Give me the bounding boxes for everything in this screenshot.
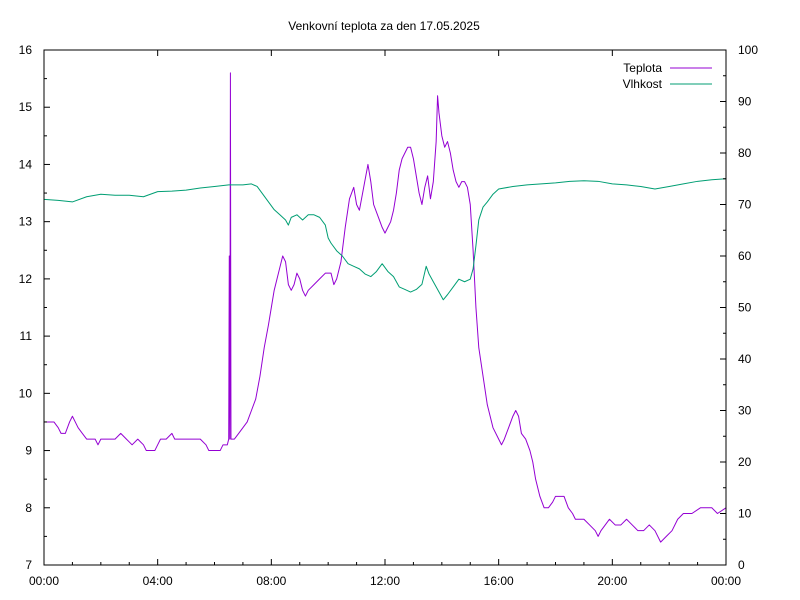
y-left-tick-label: 10 xyxy=(19,386,33,400)
x-tick-label: 00:00 xyxy=(29,574,59,588)
chart-title: Venkovní teplota za den 17.05.2025 xyxy=(288,19,480,33)
y-left-tick-label: 12 xyxy=(19,272,33,286)
y-right-tick-label: 0 xyxy=(738,558,745,572)
x-tick-label: 20:00 xyxy=(597,574,627,588)
x-tick-label: 08:00 xyxy=(256,574,286,588)
plot-frame xyxy=(43,49,727,566)
y-left-tick-label: 13 xyxy=(19,215,33,229)
series-line-teplota xyxy=(44,72,727,543)
y-right-tick-label: 60 xyxy=(738,249,752,263)
legend-label-vlhkost: Vlhkost xyxy=(623,77,663,91)
x-tick-label: 00:00 xyxy=(711,574,741,588)
y-right-tick-label: 90 xyxy=(738,95,752,109)
series-layer xyxy=(43,72,727,543)
y-right-tick-label: 50 xyxy=(738,301,752,315)
legend-label-teplota: Teplota xyxy=(623,61,662,75)
y-left-tick-label: 8 xyxy=(25,501,32,515)
y-right-tick-label: 40 xyxy=(738,352,752,366)
legend: Teplota Vlhkost xyxy=(623,61,712,91)
axes-layer: 7 8 9 10 11 12 13 14 15 16 0 10 20 30 40 50 60 70 80 90 100 0… xyxy=(19,43,759,588)
y-right-tick-label: 70 xyxy=(738,198,752,212)
y-left-tick-label: 9 xyxy=(25,444,32,458)
series-line-vlhkost xyxy=(43,178,727,301)
x-tick-label: 12:00 xyxy=(370,574,400,588)
y-right-tick-label: 30 xyxy=(738,404,752,418)
y-right-tick-label: 100 xyxy=(738,43,758,57)
y-left-tick-label: 7 xyxy=(25,558,32,572)
y-right-tick-label: 20 xyxy=(738,455,752,469)
y-left-tick-label: 15 xyxy=(19,100,33,114)
x-tick-label: 16:00 xyxy=(484,574,514,588)
y-left-tick-label: 11 xyxy=(20,329,33,343)
y-left-tick-label: 14 xyxy=(19,157,33,171)
y-right-tick-label: 10 xyxy=(738,507,752,521)
y-left-tick-label: 16 xyxy=(19,43,33,57)
x-tick-label: 04:00 xyxy=(143,574,173,588)
y-right-tick-label: 80 xyxy=(738,146,752,160)
